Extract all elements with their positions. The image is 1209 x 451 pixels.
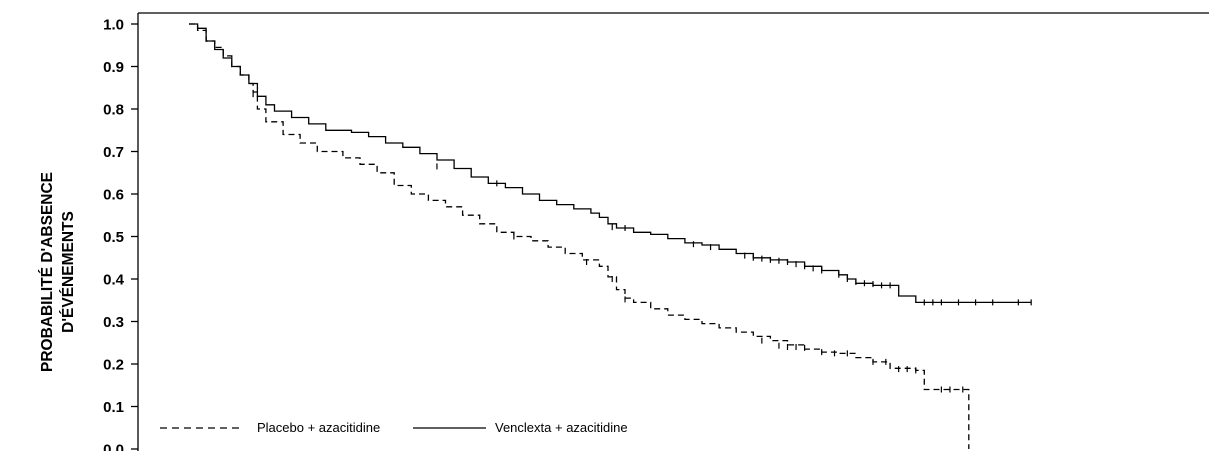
y-ticks: 0.0 0.1 0.2 0.3 0.4 0.5 0.6 0.7 0.8 0.9 1.0 xyxy=(103,17,138,451)
y-axis-label: PROBABILITÉ D'ABSENCE D'ÉVÉNEMENTS xyxy=(39,172,77,372)
y-tick-label: 0.8 xyxy=(103,102,124,119)
y-tick-label: 0.7 xyxy=(103,144,124,161)
y-tick-label: 0.9 xyxy=(103,59,124,76)
y-tick-label: 0.2 xyxy=(103,357,124,374)
y-tick-label: 0.6 xyxy=(103,187,124,204)
y-tick-label: 0.3 xyxy=(103,314,124,331)
y-axis-label-line-2: D'ÉVÉNEMENTS xyxy=(60,211,77,333)
legend-label-venclexta: Venclexta + azacitidine xyxy=(495,420,628,435)
series-line-venclexta-azacitidine xyxy=(189,23,1032,304)
y-axis-label-line-1: PROBABILITÉ D'ABSENCE xyxy=(39,172,56,372)
axes xyxy=(137,12,1209,451)
y-tick-label: 0.5 xyxy=(103,229,124,246)
y-tick-label: 0.4 xyxy=(103,272,125,289)
y-tick-label: 0.1 xyxy=(103,399,124,416)
y-tick-label: 1.0 xyxy=(103,17,124,34)
y-tick-label: 0.0 xyxy=(103,442,124,451)
legend-label-placebo: Placebo + azacitidine xyxy=(257,420,380,435)
legend: Placebo + azacitidine Venclexta + azacit… xyxy=(160,420,628,435)
series-line-placebo-azacitidine xyxy=(189,23,970,449)
series-layer xyxy=(189,23,1032,449)
